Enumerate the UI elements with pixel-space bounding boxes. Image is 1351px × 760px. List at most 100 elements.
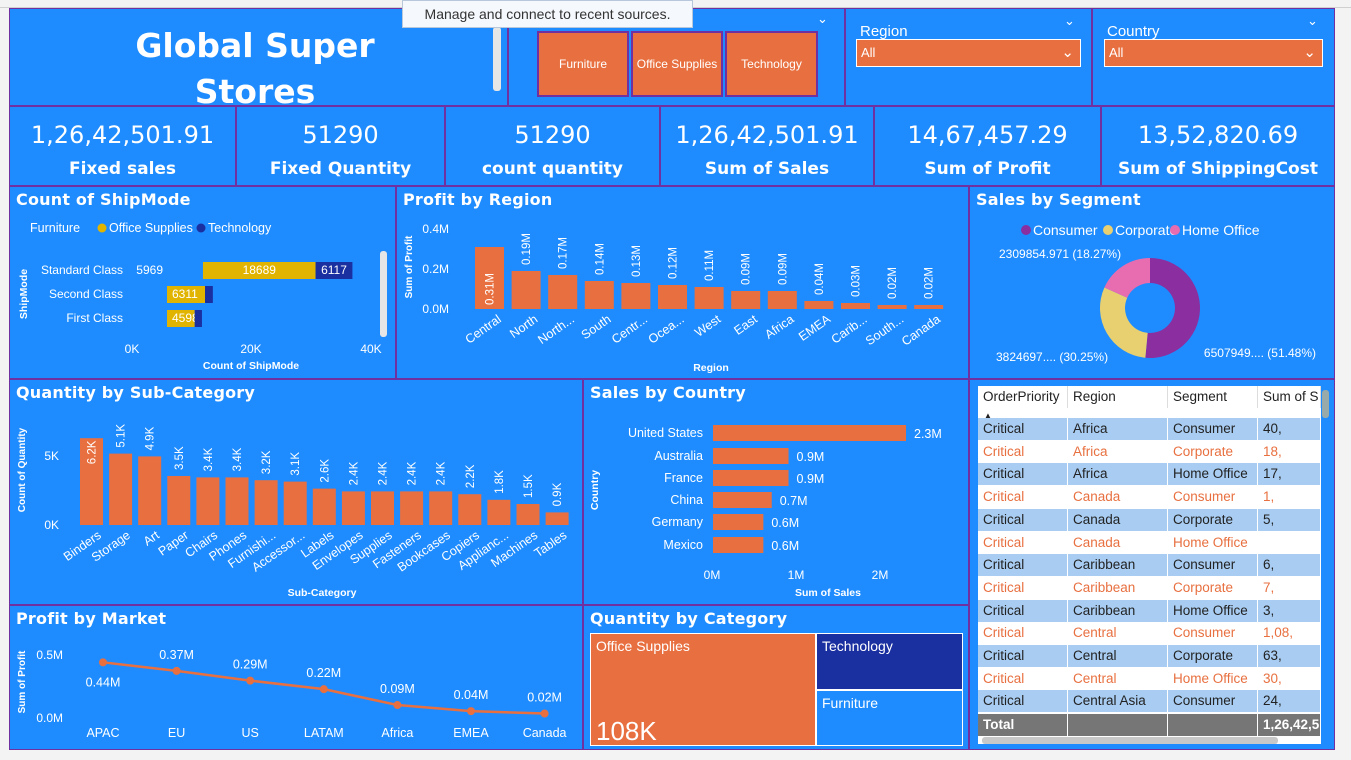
sort-ascending-icon[interactable]: ▲ bbox=[984, 411, 992, 420]
chevron-down-icon[interactable]: ⌄ bbox=[1307, 13, 1318, 28]
x-axis-title: Region bbox=[693, 362, 729, 374]
table-row[interactable]: Critical Caribbean Consumer 6, bbox=[978, 554, 1321, 577]
orders-table-panel: OrderPriority Region Segment Sum of S ▲ Criti… bbox=[969, 379, 1335, 750]
treemap-tile-furniture[interactable]: Furniture bbox=[816, 690, 963, 746]
table-row[interactable]: Critical Central Corporate 63, bbox=[978, 645, 1321, 667]
axis-tick: 0.2M bbox=[422, 262, 449, 276]
table-row[interactable]: Critical Africa Corporate 18, bbox=[978, 440, 1321, 463]
table-row[interactable]: Critical Canada Corporate 5, bbox=[978, 508, 1321, 531]
x-axis-title: Sum of Sales bbox=[795, 587, 861, 599]
category-label: Canada bbox=[899, 312, 943, 349]
table-cell: 17, bbox=[1258, 463, 1321, 486]
table-cell: Africa bbox=[1068, 463, 1168, 486]
table-row[interactable]: Critical Africa Consumer 40, bbox=[978, 418, 1321, 440]
table-cell: Canada bbox=[1068, 508, 1168, 531]
table-row[interactable]: Critical Caribbean Home Office 3, bbox=[978, 599, 1321, 622]
data-label: 0.02M bbox=[527, 691, 562, 705]
table-cell: Critical bbox=[978, 418, 1068, 440]
table-row[interactable]: Critical Canada Consumer 1, bbox=[978, 486, 1321, 509]
table-cell: Central Asia bbox=[1068, 690, 1168, 713]
bar bbox=[713, 537, 764, 553]
chevron-down-icon[interactable]: ⌄ bbox=[817, 11, 828, 26]
legend-marker bbox=[97, 223, 107, 233]
kpi-label: Fixed sales bbox=[68, 159, 177, 179]
recent-sources-tooltip: Manage and connect to recent sources. bbox=[402, 0, 693, 28]
data-point bbox=[393, 701, 402, 710]
kpi-value: 1,26,42,501.91 bbox=[675, 121, 859, 149]
table-cell: 63, bbox=[1258, 645, 1321, 667]
bar bbox=[914, 305, 944, 309]
category-label: North... bbox=[535, 312, 577, 347]
data-label: 6507949.... (51.48%) bbox=[1204, 346, 1316, 360]
profit-market-chart: 0.5M 0.0M Sum of Profit 0.44M APAC 0.37M EU 0.2… bbox=[17, 648, 567, 740]
slicer-furniture[interactable]: Furniture bbox=[537, 31, 629, 97]
data-label: 0.09M bbox=[380, 682, 415, 696]
bar bbox=[804, 301, 834, 309]
bar bbox=[658, 285, 687, 309]
table-row[interactable]: Critical Central Home Office 30, bbox=[978, 667, 1321, 690]
kpi-sum-of-sales: 1,26,42,501.91 Sum of Sales bbox=[660, 106, 874, 186]
table-cell: 18, bbox=[1258, 440, 1321, 463]
bar bbox=[877, 305, 907, 309]
category-label: Ocea... bbox=[646, 312, 687, 347]
kpi-value: 1,26,42,501.91 bbox=[30, 121, 215, 149]
data-label: 0.12M bbox=[668, 247, 680, 279]
table-hscrollbar[interactable] bbox=[982, 737, 1278, 744]
chart-scrollbar[interactable] bbox=[380, 251, 387, 337]
data-label: 2.4K bbox=[348, 461, 360, 485]
table-cell: Consumer bbox=[1168, 690, 1258, 713]
table-vscrollbar[interactable] bbox=[1322, 390, 1329, 418]
treemap-tile-office-supplies[interactable]: Office Supplies 108K bbox=[590, 633, 816, 746]
legend-label: Office Supplies bbox=[109, 221, 193, 235]
category-label: Tables bbox=[532, 528, 570, 560]
sales-country-chart-panel: Sales by Country United States 2.3M Austra… bbox=[583, 379, 969, 605]
data-label: 3.2K bbox=[261, 450, 273, 474]
slicer-technology[interactable]: Technology bbox=[725, 31, 818, 97]
data-label: 2.4K bbox=[407, 461, 419, 485]
axis-tick: 40K bbox=[360, 342, 381, 356]
chart-title: Profit by Market bbox=[16, 609, 167, 628]
country-dropdown[interactable]: All ⌄ bbox=[1104, 39, 1323, 67]
data-label: 0.9M bbox=[797, 472, 825, 486]
legend-marker bbox=[1170, 225, 1180, 235]
slicer-office-supplies[interactable]: Office Supplies bbox=[631, 31, 723, 97]
table-cell: Home Office bbox=[1168, 667, 1258, 690]
title-scrollbar[interactable] bbox=[493, 27, 501, 91]
table-cell: Caribbean bbox=[1068, 554, 1168, 577]
table-row[interactable]: Critical Caribbean Corporate 7, bbox=[978, 576, 1321, 599]
data-label: 0.9K bbox=[552, 482, 564, 506]
table-row[interactable]: Critical Canada Home Office bbox=[978, 531, 1321, 554]
data-label: 1.8K bbox=[494, 470, 506, 494]
country-slicer-label: Country bbox=[1107, 23, 1160, 40]
bar bbox=[511, 271, 541, 309]
category-label: LATAM bbox=[304, 726, 344, 740]
x-axis-title: Count of ShipMode bbox=[203, 360, 299, 372]
chevron-down-icon[interactable]: ⌄ bbox=[1064, 13, 1075, 28]
table-cell: Critical bbox=[978, 576, 1068, 599]
data-label: 4598 bbox=[172, 311, 199, 325]
profit-region-chart: 0.4M 0.2M 0.0M Sum of Profit 0.31M Central 0.1… bbox=[404, 222, 944, 374]
bar bbox=[109, 453, 133, 525]
treemap-tile-technology[interactable]: Technology bbox=[816, 633, 963, 690]
table-cell: Corporate bbox=[1168, 508, 1258, 531]
kpi-label: Sum of ShippingCost bbox=[1118, 159, 1318, 179]
table-row[interactable]: Critical Africa Home Office 17, bbox=[978, 463, 1321, 486]
table-cell: Critical bbox=[978, 599, 1068, 622]
bar bbox=[283, 481, 307, 525]
bar bbox=[312, 488, 336, 525]
table-row[interactable]: Critical Central Consumer 1,08, bbox=[978, 622, 1321, 645]
column-header: Sum of S bbox=[1258, 386, 1321, 408]
donut-slice bbox=[1145, 258, 1201, 358]
table-cell: Home Office bbox=[1168, 531, 1258, 554]
kpi-sum-of-shippingcost: 13,52,820.69 Sum of ShippingCost bbox=[1101, 106, 1335, 186]
category-label: Central bbox=[463, 312, 504, 347]
title-panel: Global Super Stores Dashboard bbox=[9, 8, 508, 106]
axis-tick: 2M bbox=[872, 568, 889, 582]
table-row[interactable]: Critical Central Asia Consumer 24, bbox=[978, 690, 1321, 713]
category-label: Australia bbox=[654, 449, 703, 463]
region-dropdown[interactable]: All ⌄ bbox=[856, 39, 1081, 67]
table-header-row[interactable]: OrderPriority Region Segment Sum of S ▲ bbox=[978, 386, 1321, 420]
orders-table: OrderPriority Region Segment Sum of S ▲ Criti… bbox=[978, 386, 1321, 744]
table-total-row[interactable]: Total 1,26,42,5 bbox=[978, 714, 1321, 736]
donut-slice bbox=[1100, 287, 1148, 358]
